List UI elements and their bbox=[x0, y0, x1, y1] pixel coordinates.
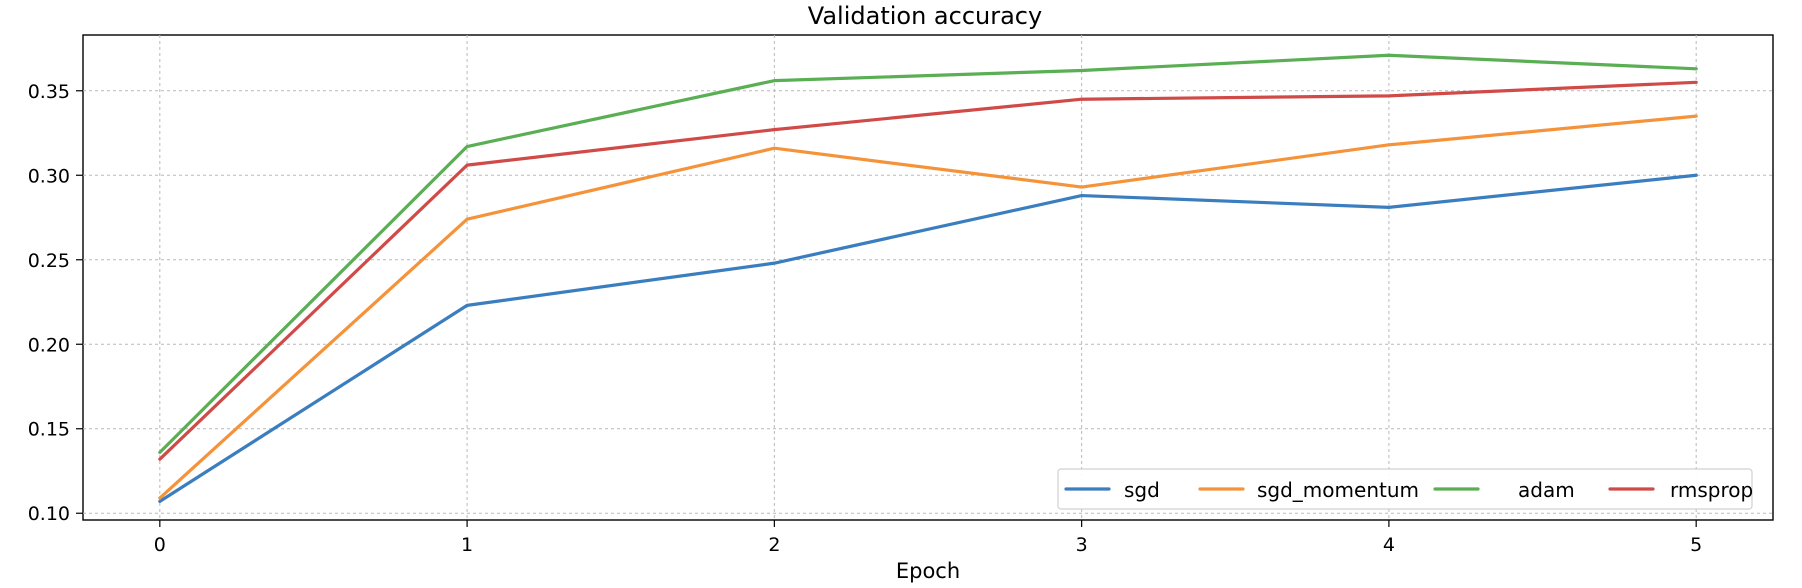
x-tick-label: 5 bbox=[1690, 534, 1702, 556]
series-line-sgd bbox=[158, 173, 1698, 504]
y-tick-label: 0.30 bbox=[28, 165, 70, 187]
series-lines bbox=[158, 53, 1698, 504]
chart-title: Validation accuracy bbox=[808, 2, 1042, 30]
axis-ticks: 0 1 2 3 4 5 0.10 0.15 0.20 0.25 0.30 0.35 bbox=[28, 81, 1703, 556]
x-tick-label: 3 bbox=[1076, 534, 1088, 556]
legend-label-adam: adam bbox=[1518, 478, 1575, 502]
legend-label-sgd: sgd bbox=[1124, 478, 1160, 502]
y-tick-label: 0.25 bbox=[28, 250, 70, 272]
y-tick-label: 0.10 bbox=[28, 503, 70, 525]
x-axis-label: Epoch bbox=[896, 559, 960, 583]
legend-box bbox=[1057, 468, 1753, 510]
x-tick-label: 1 bbox=[461, 534, 473, 556]
series-line-adam bbox=[158, 53, 1698, 454]
x-tick-label: 4 bbox=[1383, 534, 1395, 556]
y-tick-label: 0.20 bbox=[28, 334, 70, 356]
legend-label-sgd-momentum: sgd_momentum bbox=[1257, 478, 1419, 502]
grid-lines bbox=[83, 35, 1773, 520]
series-line-rmsprop bbox=[158, 80, 1698, 461]
series-line-sgd-momentum bbox=[158, 114, 1698, 500]
legend-label-rmsprop: rmsprop bbox=[1670, 478, 1753, 502]
y-tick-label: 0.15 bbox=[28, 419, 70, 441]
y-tick-label: 0.35 bbox=[28, 81, 70, 103]
x-tick-label: 0 bbox=[154, 534, 166, 556]
x-tick-label: 2 bbox=[768, 534, 780, 556]
legend: sgd sgd_momentum adam rmsprop bbox=[1057, 468, 1753, 510]
